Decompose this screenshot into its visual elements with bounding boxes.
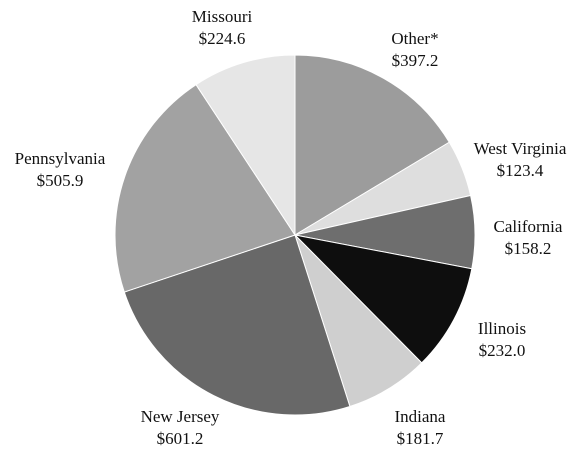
slice-label: Indiana [395, 407, 446, 426]
slice-label: Pennsylvania [15, 149, 106, 168]
pie-slice [123, 234, 351, 416]
pie-slice [294, 54, 450, 236]
slice-value-label: $181.7 [397, 429, 444, 448]
slice-value-label: $397.2 [392, 51, 439, 70]
slice-value-label: $158.2 [505, 239, 552, 258]
slice-value-label: $505.9 [37, 171, 84, 190]
pie-slice [293, 234, 473, 364]
slice-value-label: $232.0 [479, 341, 526, 360]
slice-value-label: $224.6 [199, 29, 246, 48]
slice-value-label: $123.4 [497, 161, 544, 180]
slice-value-label: $601.2 [157, 429, 204, 448]
slice-label: New Jersey [141, 407, 220, 426]
slice-label: West Virginia [474, 139, 567, 158]
slice-label: Illinois [478, 319, 526, 338]
slice-label: Other* [391, 29, 438, 48]
pie-slice [195, 54, 296, 237]
slice-label: Missouri [192, 7, 253, 26]
pie-slice [114, 83, 296, 293]
slice-label: California [494, 217, 563, 236]
